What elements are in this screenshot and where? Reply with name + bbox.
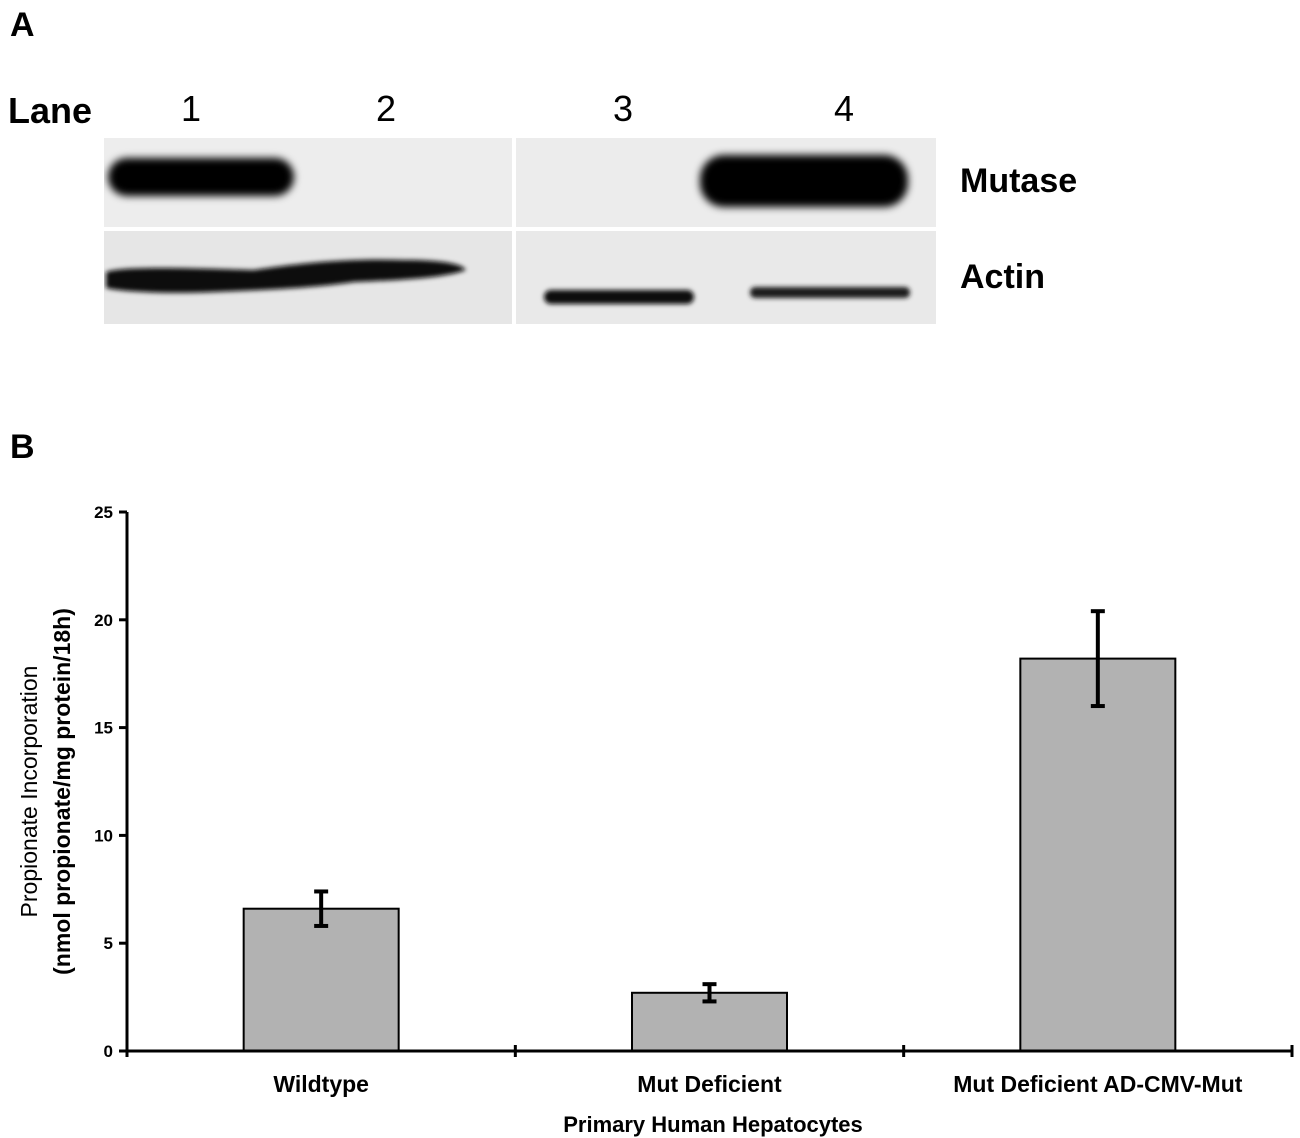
x-tick-label: Mut Deficient AD-CMV-Mut — [953, 1071, 1243, 1097]
y-axis-ticks: 0 5 10 15 20 25 — [94, 503, 127, 1061]
lane-word: Lane — [8, 90, 93, 131]
y-tick-label: 10 — [94, 826, 113, 845]
bars — [242, 657, 1177, 1053]
mutase-row-label: Mutase — [960, 162, 1078, 200]
lane-number-4: 4 — [834, 88, 855, 129]
y-axis-title-line2: (nmol propionate/mg protein/18h) — [49, 608, 75, 975]
y-tick-label: 15 — [94, 719, 113, 738]
band-actin-lane4 — [750, 287, 910, 298]
x-tick-label: Mut Deficient — [637, 1071, 782, 1097]
panel-a-label: A — [10, 6, 35, 44]
blot-actin-right — [516, 231, 936, 324]
bar — [242, 907, 400, 1053]
x-axis-title: Primary Human Hepatocytes — [563, 1112, 863, 1137]
y-tick-label: 25 — [94, 503, 113, 522]
band-mutase-lane4 — [700, 155, 908, 207]
bar-chart: 0 5 10 15 20 25 Wildtype Mut Deficient Mut Defi… — [16, 503, 1294, 1137]
panel-b-label: B — [10, 428, 35, 466]
y-tick-label: 20 — [94, 611, 113, 630]
y-tick-label: 0 — [104, 1042, 113, 1061]
band-actin-lanes1-2 — [106, 259, 466, 293]
x-tick-labels: Wildtype Mut Deficient Mut Deficient AD-CM… — [273, 1071, 1242, 1097]
y-axis-title-line1: Propionate Incorporation — [16, 666, 42, 918]
band-mutase-lane1 — [108, 158, 294, 196]
band-actin-lane3 — [544, 290, 694, 304]
error-bars — [314, 609, 1105, 1004]
lane-number-2: 2 — [376, 88, 397, 129]
x-tick-label: Wildtype — [273, 1071, 369, 1097]
y-tick-label: 5 — [104, 934, 113, 953]
western-blot-image — [104, 138, 936, 324]
lane-number-3: 3 — [613, 88, 634, 129]
x-axis-ticks — [125, 1045, 1294, 1057]
lane-number-1: 1 — [181, 88, 202, 129]
bar — [1019, 657, 1177, 1052]
actin-row-label: Actin — [960, 258, 1045, 296]
